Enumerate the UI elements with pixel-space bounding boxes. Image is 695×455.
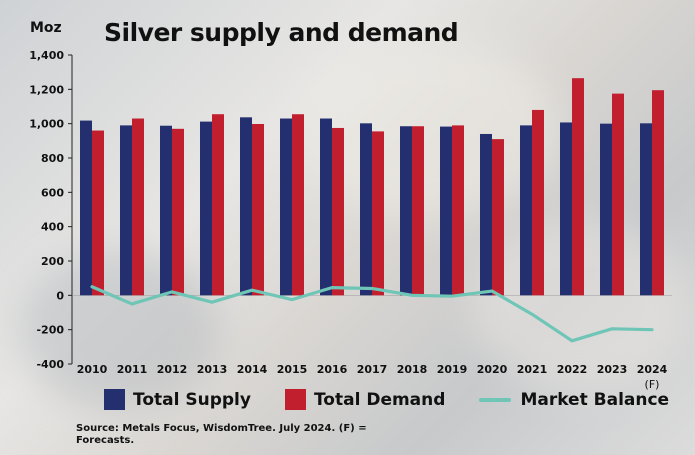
forecast-marker: (F) [645,378,660,391]
legend-label-supply: Total Supply [133,389,251,410]
legend-swatch-demand [284,389,306,410]
bar-total-demand [452,125,464,296]
x-tick-label: 2023 [597,363,628,376]
bar-total-demand [532,109,544,296]
legend: Total Supply Total Demand Market Balance [104,389,695,410]
source-note: Source: Metals Focus, WisdomTree. July 2… [76,423,367,446]
bar-total-supply [200,121,212,296]
line-market-balance [90,285,654,343]
bar-total-demand [292,114,304,296]
x-tick-label: 2015 [277,363,308,376]
bar-total-supply [520,125,532,296]
legend-item-supply: Total Supply [104,389,251,410]
x-tick-label: 2019 [437,363,468,376]
bar-total-supply [640,123,652,296]
legend-swatch-balance [479,397,512,402]
bar-total-demand [572,78,584,296]
bar-total-demand [412,126,424,296]
y-tick-label: 1,000 [29,118,64,131]
x-tick-label: 2017 [357,363,388,376]
legend-label-demand: Total Demand [313,389,446,410]
x-tick-label: 2018 [397,363,428,376]
bar-total-demand [252,124,264,296]
legend-swatch-supply [104,389,125,410]
y-tick-label: 200 [41,255,64,268]
x-tick-label: 2021 [517,363,548,376]
bar-total-demand [92,130,104,296]
y-tick-label: 0 [56,289,64,302]
bar-total-demand [132,118,144,296]
y-tick-label: -200 [36,324,64,337]
bar-total-supply [480,133,492,296]
bar-total-demand [212,114,224,296]
bar-total-supply [80,120,92,296]
y-tick-label: 600 [41,186,64,199]
bar-total-supply [360,123,372,296]
bar-total-supply [320,118,332,296]
legend-item-demand: Total Demand [284,389,446,410]
bar-total-demand [492,139,504,296]
legend-item-balance: Market Balance [479,390,669,410]
bar-total-demand [652,90,664,296]
bar-total-demand [172,128,184,296]
bar-total-supply [280,118,292,296]
x-tick-label: 2014 [237,363,268,376]
x-tick-label: 2012 [157,363,188,376]
y-tick-label: -400 [36,358,64,371]
x-tick-label: 2020 [477,363,508,376]
bar-total-supply [400,126,412,296]
y-tick-label: 1,200 [29,83,64,96]
bar-total-demand [332,127,344,296]
bar-total-supply [600,123,612,296]
bar-total-supply [160,125,172,296]
x-tick-label: 2011 [117,363,148,376]
bar-total-demand [612,93,624,296]
bar-total-supply [440,126,452,296]
y-tick-label: 1,400 [29,49,64,62]
y-axis-unit: Moz [30,20,62,36]
bar-total-supply [560,122,572,296]
y-tick-label: 800 [41,152,64,165]
legend-label-balance: Market Balance [520,389,670,410]
x-tick-label: 2024 [637,363,668,376]
x-tick-label: 2016 [317,363,348,376]
x-tick-label: 2022 [557,363,588,376]
bar-total-supply [240,117,252,296]
x-tick-label: 2013 [197,363,228,376]
x-tick-label: 2010 [77,363,108,376]
chart-title: Silver supply and demand [104,18,459,47]
bar-total-supply [120,125,132,296]
y-tick-label: 400 [41,221,64,234]
bar-total-demand [372,131,384,296]
